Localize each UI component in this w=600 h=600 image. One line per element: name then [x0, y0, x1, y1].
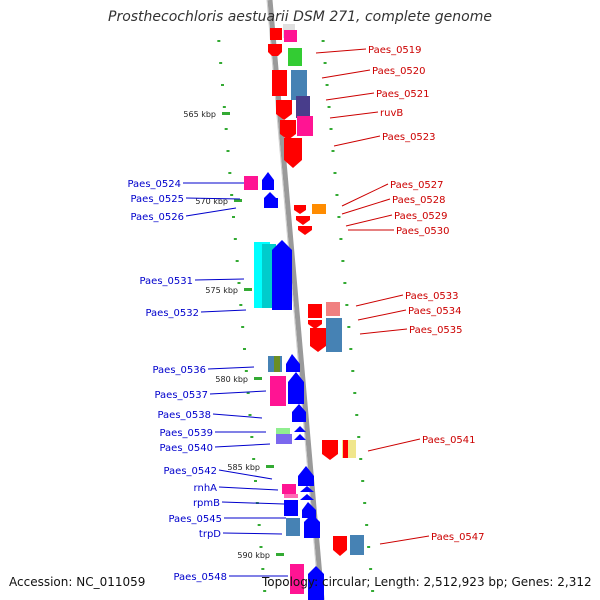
gene-label-right: Paes_0519 — [368, 45, 422, 56]
tick-label: 580 kbp — [215, 375, 248, 384]
gene-label-left: Paes_0526 — [130, 212, 184, 223]
tick-label: 565 kbp — [183, 110, 216, 119]
tick-label: 570 kbp — [195, 197, 228, 206]
map-title: Prosthecochloris aestuarii DSM 271, comp… — [108, 9, 492, 25]
gene-label-left: Paes_0545 — [168, 514, 222, 525]
gene-label-right: Paes_0541 — [422, 435, 476, 446]
labels-right: Paes_0519 Paes_0520 Paes_0521 ruvB Paes_0523… — [368, 45, 485, 543]
gene-label-right: Paes_0530 — [396, 226, 450, 237]
gene-label-right: Paes_0527 — [390, 180, 444, 191]
topology-text: Topology: circular; Length: 2,512,923 bp… — [262, 575, 592, 589]
gene-label-left: Paes_0532 — [145, 308, 199, 319]
gene-label-right: Paes_0533 — [405, 291, 459, 302]
accession-text: Accession: NC_011059 — [9, 575, 146, 589]
ring-dashes — [217, 40, 375, 592]
gene-label-right: ruvB — [380, 108, 403, 119]
gene-label-right: Paes_0523 — [382, 132, 436, 143]
gene-label-right: Paes_0520 — [372, 66, 426, 77]
features-right — [268, 24, 364, 556]
gene-label-left: Paes_0540 — [159, 443, 213, 454]
gene-label-left: Paes_0542 — [163, 466, 217, 477]
gene-label-left: rnhA — [194, 483, 218, 494]
leaders-right — [315, 48, 430, 545]
gene-label-right: Paes_0521 — [376, 89, 430, 100]
gene-label-left: Paes_0531 — [139, 276, 193, 287]
gene-label-left: Paes_0538 — [157, 410, 211, 421]
gene-label-left: rpmB — [193, 498, 220, 509]
kbp-ticks: 565 kbp 570 kbp 575 kbp 580 kbp 585 kbp 590 k… — [183, 110, 284, 560]
tick-label: 590 kbp — [237, 551, 270, 560]
gene-label-left: Paes_0536 — [152, 365, 206, 376]
gene-label-right: Paes_0528 — [392, 195, 446, 206]
gene-label-left: Paes_0525 — [130, 194, 184, 205]
tick-label: 575 kbp — [205, 286, 238, 295]
leaders-left — [183, 182, 288, 577]
features-left — [244, 172, 324, 600]
gene-label-right: Paes_0534 — [408, 306, 462, 317]
gene-label-left: Paes_0539 — [159, 428, 213, 439]
gene-label-right: Paes_0529 — [394, 211, 448, 222]
gene-label-left: Paes_0548 — [173, 572, 227, 583]
tick-label: 585 kbp — [227, 463, 260, 472]
labels-left: Paes_0524 Paes_0525 Paes_0526 Paes_0531 Paes… — [127, 179, 227, 583]
gene-label-right: Paes_0535 — [409, 325, 463, 336]
gene-label-left: Paes_0524 — [127, 179, 181, 190]
gene-label-right: Paes_0547 — [431, 532, 485, 543]
gene-label-left: trpD — [199, 529, 221, 540]
gene-label-left: Paes_0537 — [154, 390, 208, 401]
